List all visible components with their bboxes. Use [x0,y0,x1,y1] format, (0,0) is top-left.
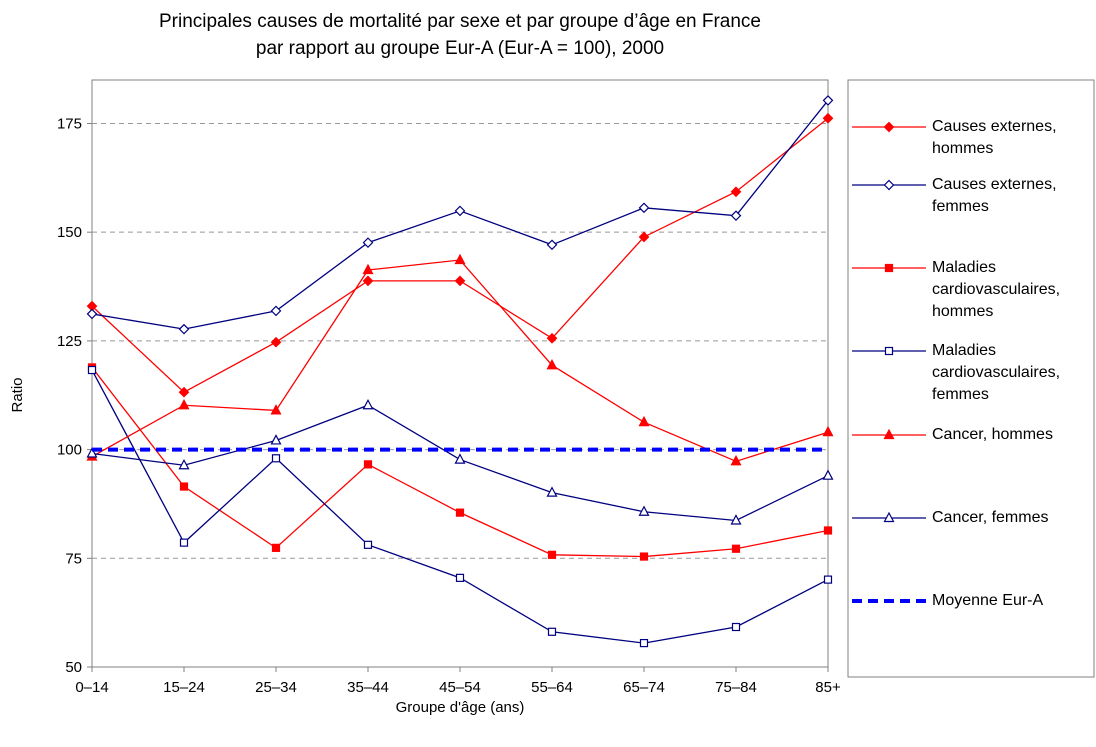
marker [87,365,97,375]
marker [363,460,373,469]
marker [638,231,650,243]
marker [639,552,649,561]
legend-label: Causes externes, femmes [932,176,1057,215]
marker [731,544,741,553]
x-tick-label: 75–84 [715,679,757,696]
x-tick-label: 85+ [815,679,841,696]
x-tick-label: 15–24 [163,679,205,696]
marker [270,404,282,415]
marker [638,202,650,214]
x-tick-label: 55–64 [531,679,573,696]
marker [179,538,189,547]
marker [179,482,189,491]
marker [731,622,741,632]
marker [823,526,833,535]
marker [730,210,742,222]
marker [822,469,834,480]
x-tick-label: 0–14 [75,679,108,696]
y-tick-label: 75 [65,550,82,567]
marker [822,425,834,437]
marker [822,95,834,106]
x-tick-label: 65–74 [623,679,665,696]
marker [454,453,466,464]
marker [730,514,742,525]
legend-label: Moyenne Eur-A [932,592,1044,609]
marker [271,454,281,463]
series-line [91,369,829,644]
chart-title: Principales causes de mortalité par sexe… [159,11,761,32]
x-axis-label: Groupe d'âge (ans) [396,699,525,716]
y-tick-label: 150 [57,224,82,241]
y-tick-label: 125 [57,333,82,350]
marker [546,239,558,251]
marker [639,638,649,648]
marker [271,543,281,552]
marker [883,179,895,191]
marker [884,346,894,356]
marker [362,237,374,248]
marker [270,434,282,445]
marker [546,332,558,344]
chart-title: par rapport au groupe Eur-A (Eur-A = 100… [256,38,664,59]
marker [884,263,894,273]
marker [883,121,895,133]
marker [362,398,374,410]
marker [546,486,558,497]
marker [455,573,465,582]
y-tick-label: 175 [57,115,82,132]
y-tick-label: 50 [65,659,82,676]
marker [823,575,833,584]
marker [883,428,895,440]
marker [363,540,373,549]
x-tick-label: 35–44 [347,679,389,696]
marker [547,627,557,636]
x-tick-label: 25–34 [255,679,297,696]
legend-box [847,79,1095,678]
legend-label: Cancer, hommes [932,426,1053,443]
marker [638,505,650,516]
marker [86,447,98,458]
marker [362,275,374,287]
marker [454,205,466,217]
marker [546,358,558,370]
marker [730,455,742,466]
marker [178,323,190,335]
y-tick-label: 100 [57,442,82,459]
marker [730,186,742,198]
marker [883,511,895,523]
legend-label: Cancer, femmes [932,509,1049,526]
marker [454,275,466,287]
y-axis-label: Ratio [9,377,26,412]
series-line [91,259,829,463]
marker [178,386,190,398]
marker [638,415,650,427]
x-tick-label: 45–54 [439,679,481,696]
marker [270,336,282,348]
marker [86,308,98,320]
marker [822,112,834,124]
legend-label: Causes externes, hommes [932,118,1057,157]
marker [362,263,374,275]
marker [178,458,190,470]
legend-label: Maladies cardiovasculaires, hommes [932,259,1061,320]
marker [547,550,557,559]
marker [454,253,466,265]
legend-label: Maladies cardiovasculaires, femmes [932,342,1061,403]
marker [178,398,190,410]
marker [270,305,282,317]
marker [455,508,465,517]
